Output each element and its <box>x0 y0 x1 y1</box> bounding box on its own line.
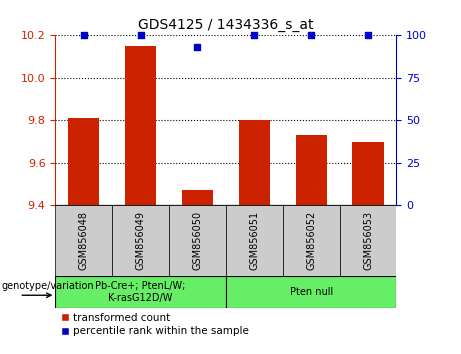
FancyBboxPatch shape <box>340 205 396 276</box>
Text: GSM856053: GSM856053 <box>363 211 373 270</box>
FancyBboxPatch shape <box>112 205 169 276</box>
Text: GSM856048: GSM856048 <box>79 211 89 270</box>
FancyBboxPatch shape <box>55 276 226 308</box>
Point <box>364 33 372 38</box>
Point <box>307 33 315 38</box>
Bar <box>182 190 213 205</box>
Bar <box>239 120 270 205</box>
Text: GSM856052: GSM856052 <box>306 211 316 270</box>
FancyBboxPatch shape <box>283 205 340 276</box>
Bar <box>296 135 327 205</box>
Text: GSM856051: GSM856051 <box>249 211 260 270</box>
FancyBboxPatch shape <box>226 205 283 276</box>
FancyBboxPatch shape <box>55 205 112 276</box>
Bar <box>68 118 100 205</box>
Bar <box>125 46 156 205</box>
Point <box>137 33 144 38</box>
FancyBboxPatch shape <box>169 205 226 276</box>
Text: genotype/variation: genotype/variation <box>1 281 94 291</box>
Point <box>80 33 88 38</box>
Legend: transformed count, percentile rank within the sample: transformed count, percentile rank withi… <box>60 313 249 336</box>
Text: Pten null: Pten null <box>290 287 333 297</box>
Title: GDS4125 / 1434336_s_at: GDS4125 / 1434336_s_at <box>138 18 313 32</box>
Text: GSM856050: GSM856050 <box>192 211 202 270</box>
Text: Pb-Cre+; PtenL/W;
K-rasG12D/W: Pb-Cre+; PtenL/W; K-rasG12D/W <box>95 281 186 303</box>
Point <box>251 33 258 38</box>
FancyBboxPatch shape <box>226 276 396 308</box>
Bar <box>352 142 384 205</box>
Text: GSM856049: GSM856049 <box>136 211 146 270</box>
Point <box>194 45 201 50</box>
